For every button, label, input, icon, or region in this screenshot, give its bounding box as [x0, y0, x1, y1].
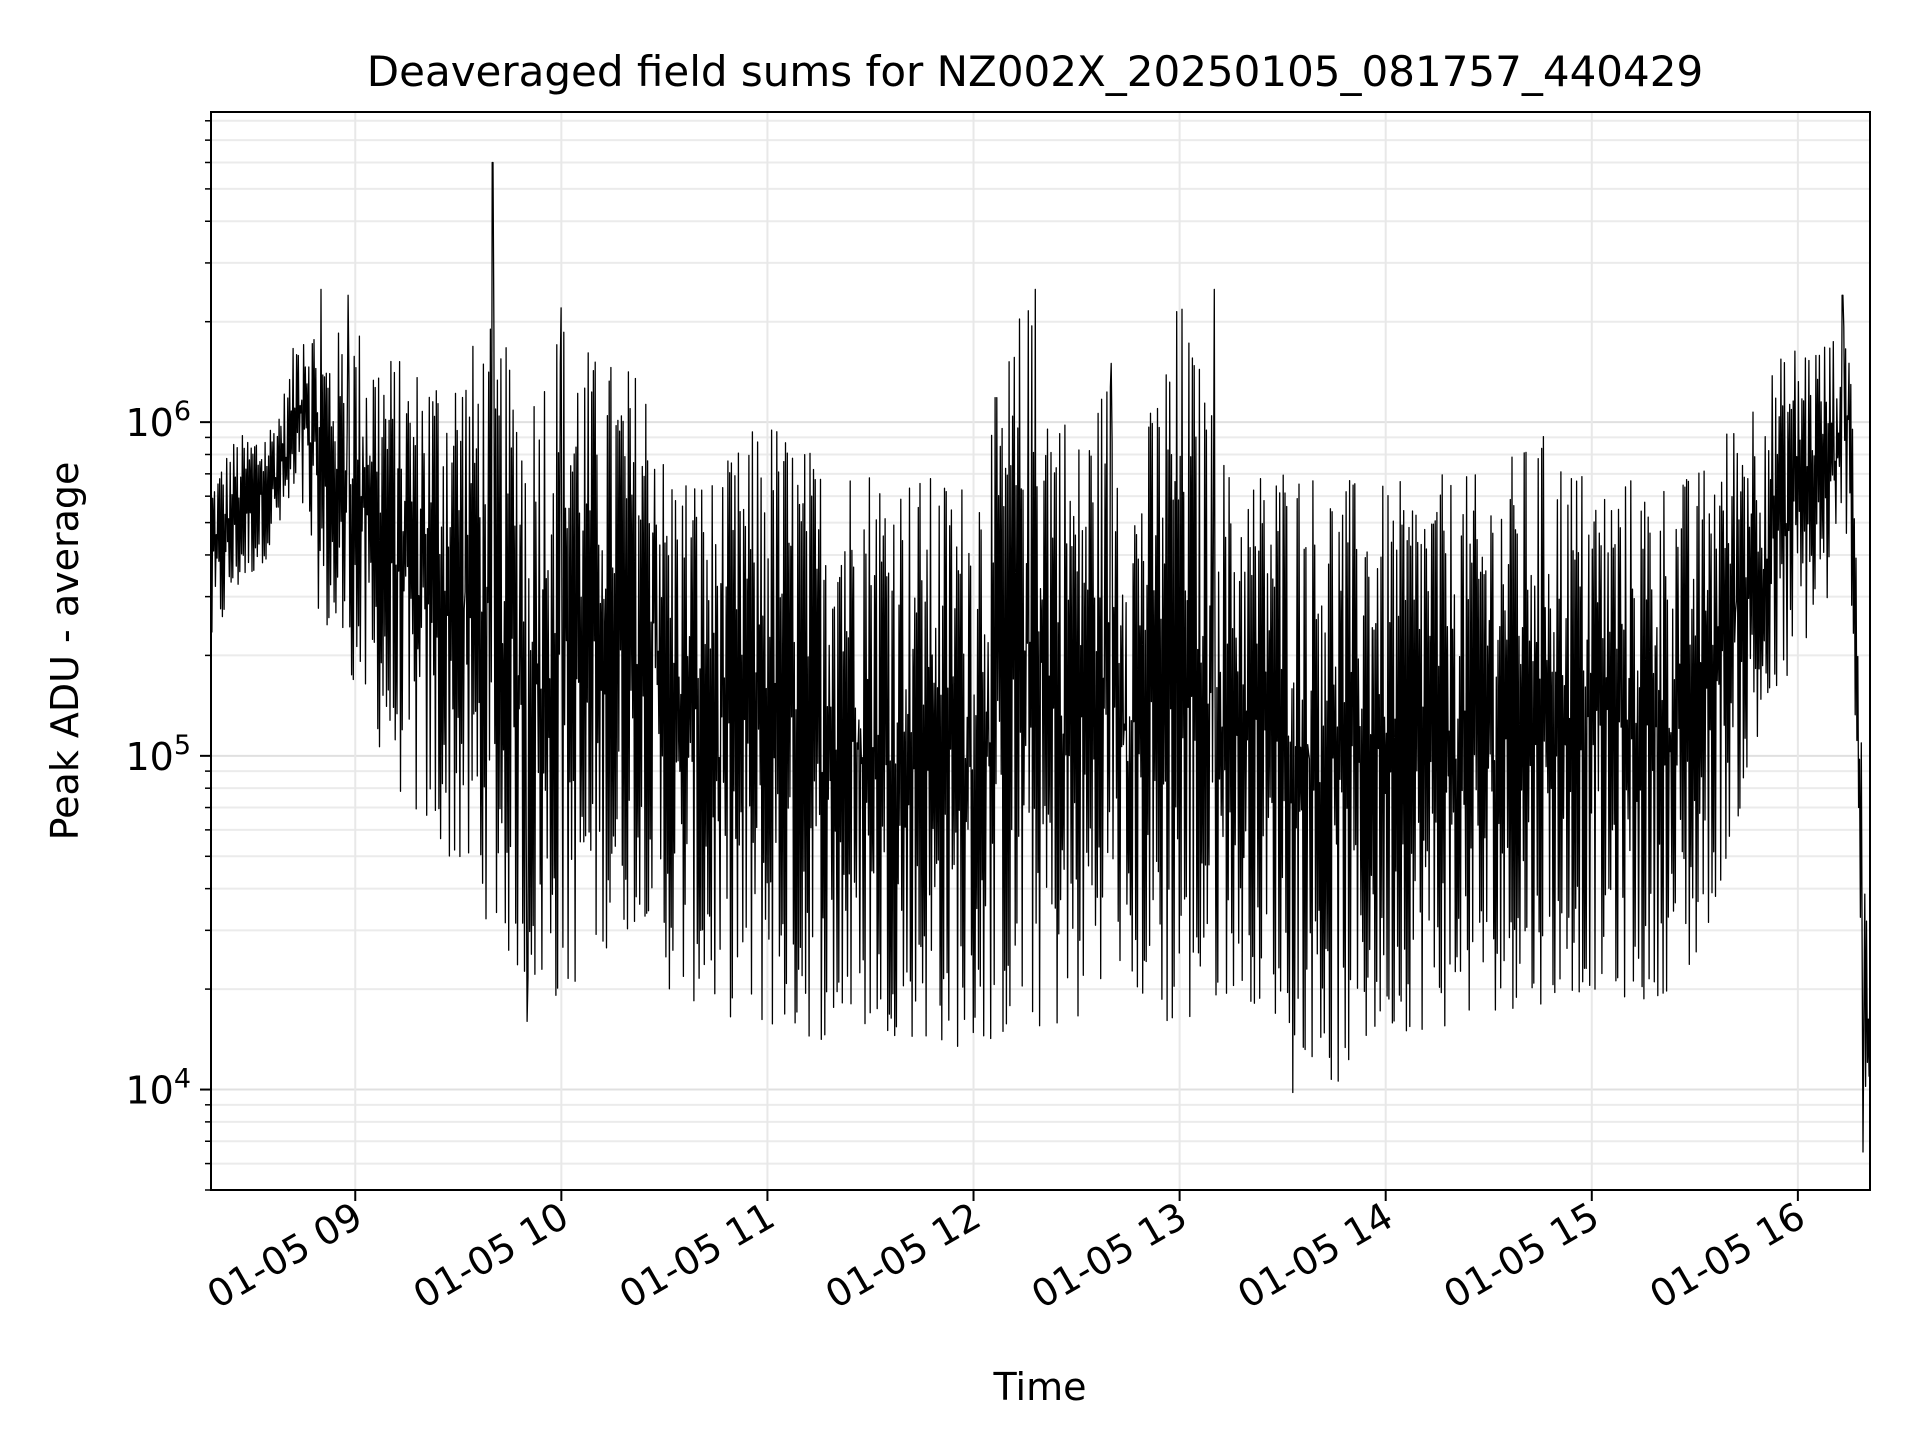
y-axis: 104 105 106	[125, 120, 211, 1191]
x-tick-label: 01-05 12	[818, 1194, 988, 1318]
x-tick-label: 01-05 11	[612, 1194, 782, 1318]
x-tick-label: 01-05 13	[1024, 1194, 1194, 1318]
x-tick-label: 01-05 15	[1436, 1194, 1606, 1318]
x-axis-label: Time	[993, 1365, 1087, 1409]
y-axis-label: Peak ADU - average	[43, 462, 87, 841]
x-tick-label: 01-05 10	[406, 1194, 576, 1318]
y-tick-label: 106	[125, 396, 191, 445]
plot-frame	[210, 111, 1871, 1191]
x-axis: 01-05 09 01-05 10 01-05 11 01-05 12 01-05 13…	[200, 1190, 1812, 1318]
x-tick-label: 01-05 09	[200, 1194, 370, 1318]
y-tick-label: 104	[125, 1064, 191, 1113]
x-tick-label: 01-05 16	[1642, 1194, 1812, 1318]
series-line	[211, 161, 1870, 1153]
y-tick-label: 105	[125, 730, 191, 779]
x-tick-label: 01-05 14	[1230, 1194, 1400, 1318]
chart-title: Deaveraged field sums for NZ002X_2025010…	[367, 47, 1703, 96]
series-layer	[211, 161, 1870, 1153]
